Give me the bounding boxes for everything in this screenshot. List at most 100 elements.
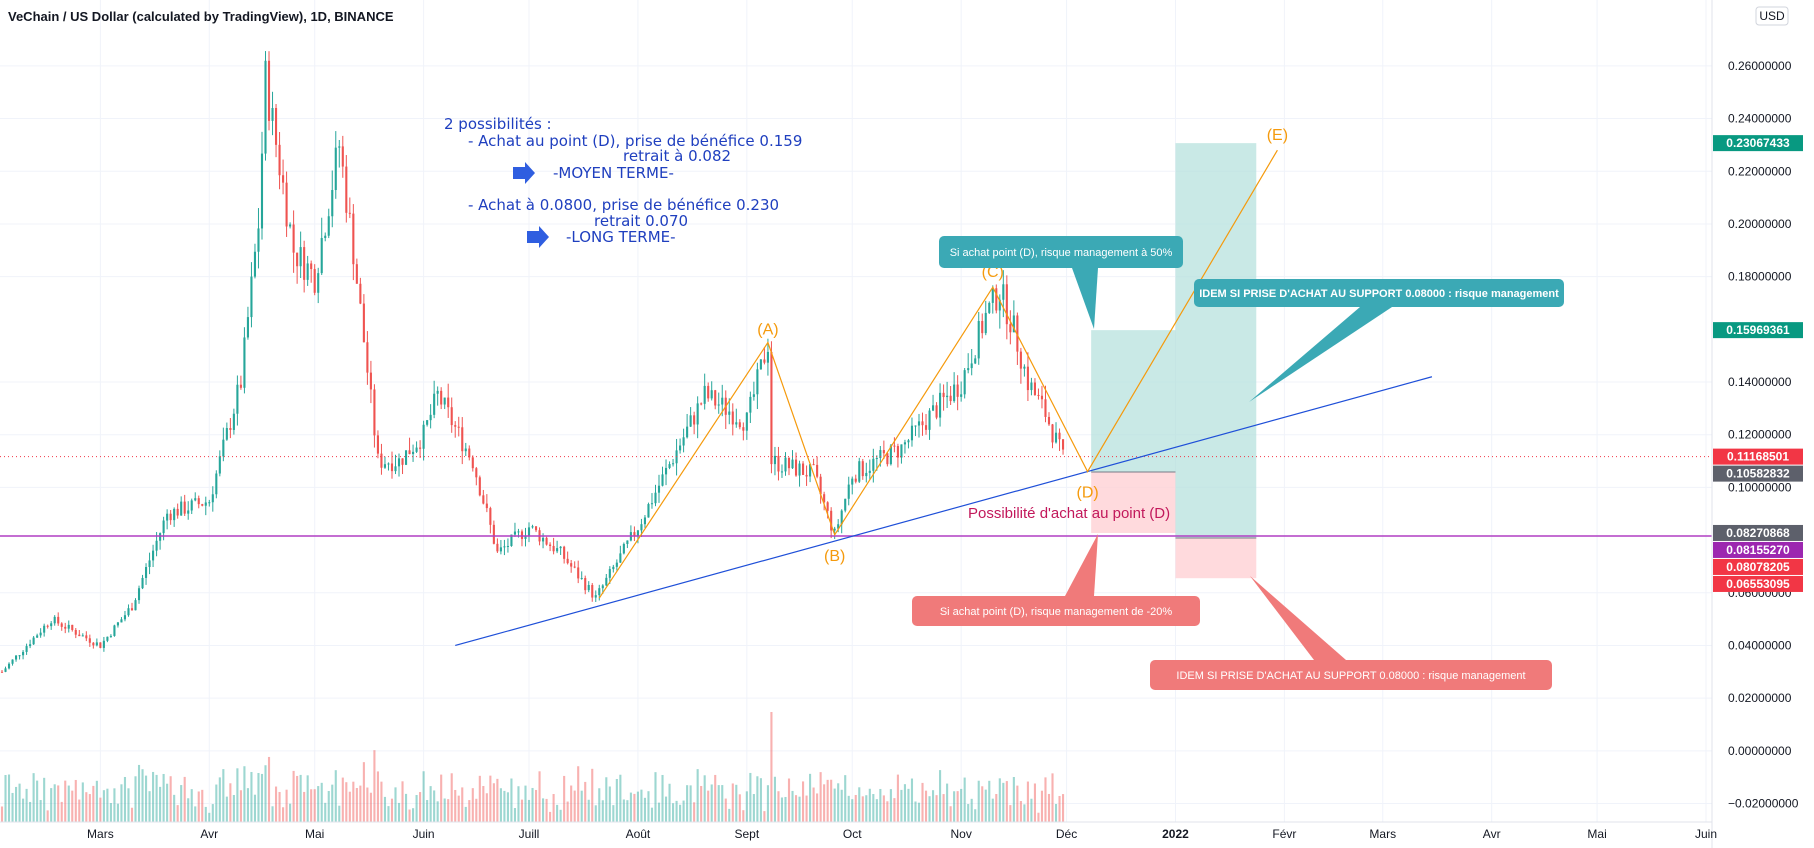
plan-line-6: -LONG TERME- [566,228,676,246]
plot-area[interactable] [0,0,1712,822]
volume-bar [243,766,246,822]
candle-body [1023,366,1026,369]
time-axis[interactable]: Mars Avr Mai Juin Juill Août Sept Oct Nov Déc 2022… [87,827,1717,841]
candle-body [791,459,794,469]
y-tick-label: 0.00000000 [1728,744,1792,758]
candle-body [1061,439,1065,450]
volume-bar [956,791,959,822]
candle-body [130,608,134,611]
candle-body [74,629,77,635]
volume-bar [180,785,183,822]
loss-zone-point-d[interactable] [1091,472,1176,533]
plan-annotation[interactable]: 2 possibilités : - Achat au point (D), p… [444,115,802,248]
volume-bar [756,776,759,822]
candle-body [531,526,534,528]
candle-body [482,495,485,504]
candle-body [953,384,956,402]
candle-body [510,534,513,546]
candle-body [436,390,439,394]
candle-body [942,392,945,398]
volume-bar [879,788,882,822]
callout-red-mid[interactable]: Si achat point (D), risque management de… [912,534,1200,626]
candle-body [404,450,408,465]
candle-body [415,447,418,452]
candle-body [32,637,35,645]
candle-body [46,625,49,627]
candle-body [794,459,798,476]
profit-zone-point-d[interactable] [1091,330,1176,473]
candle-body [303,247,306,280]
x-tick-label: Août [626,827,651,841]
candle-body [239,384,242,388]
candle-body [57,616,60,624]
wave-path[interactable] [598,149,1278,599]
volume-bar [1012,776,1015,822]
volume-bar [770,712,773,822]
candle-body [123,615,127,620]
candle-body [306,263,309,280]
ascending-trendline[interactable] [455,376,1433,647]
callout-teal-right[interactable]: IDEM SI PRISE D'ACHAT AU SUPPORT 0.08000… [1194,279,1564,402]
candle-body [886,453,889,465]
volume-bar [78,799,81,822]
callout-red-bottom[interactable]: IDEM SI PRISE D'ACHAT AU SUPPORT 0.08000… [1150,576,1552,690]
candle-body [1037,394,1040,396]
loss-zone-support[interactable] [1175,538,1257,579]
price-tag-label: 0.15969361 [1726,323,1790,337]
volume-bar [60,801,63,822]
volume-bar [875,799,878,822]
volume-bar [640,789,643,822]
volume-bar [946,783,949,822]
volume-bar [844,775,847,822]
profit-zone-support[interactable] [1175,143,1257,539]
volume-bar [566,801,569,822]
volume-bar [636,791,639,822]
candle-body [113,625,116,636]
volume-bar [173,794,176,822]
candle-body [489,508,492,525]
candle-body [1016,315,1019,352]
candle-body [619,553,622,563]
candle-body [397,458,401,467]
volume-bar [988,780,991,822]
volume-bar [777,791,780,822]
candle-body [816,464,819,477]
candle-body [949,395,952,402]
candle-body [805,474,808,477]
volume-bar [833,788,836,822]
volume-bar [1051,773,1054,822]
candle-body [274,108,278,145]
candle-body [563,546,566,559]
callout-teal-top[interactable]: Si achat point (D), risque management à … [939,236,1183,329]
volume-bar [503,790,506,822]
currency-badge[interactable]: USD [1755,6,1789,26]
candle-body [1012,315,1015,333]
candle-body [819,476,822,495]
volume-bar [622,799,625,822]
candle-body [770,351,773,465]
candle-body [647,504,650,518]
volume-bar [527,799,531,822]
volume-bar [598,788,601,822]
price-axis[interactable]: 0.26000000 0.24000000 0.22000000 0.20000000… [1728,59,1799,811]
volume-bar [412,808,415,822]
candle-body [320,237,323,274]
symbol-title[interactable]: VeChain / US Dollar (calculated by Tradi… [8,9,394,24]
volume-bar [812,787,815,822]
volume-bar [366,787,369,822]
candle-body [735,422,738,425]
x-tick-label: 2022 [1162,827,1189,841]
volume-bar [805,795,808,822]
volume-bar [380,781,383,822]
candle-body [830,510,833,531]
candle-body [232,413,235,430]
volume-bar [331,784,334,822]
volume-bar [949,806,952,822]
candle-body [703,385,706,404]
candle-body [412,451,415,455]
volume-bar [854,794,857,822]
volume-bar [18,783,21,822]
candle-body [1005,284,1008,325]
candle-body [756,369,759,395]
